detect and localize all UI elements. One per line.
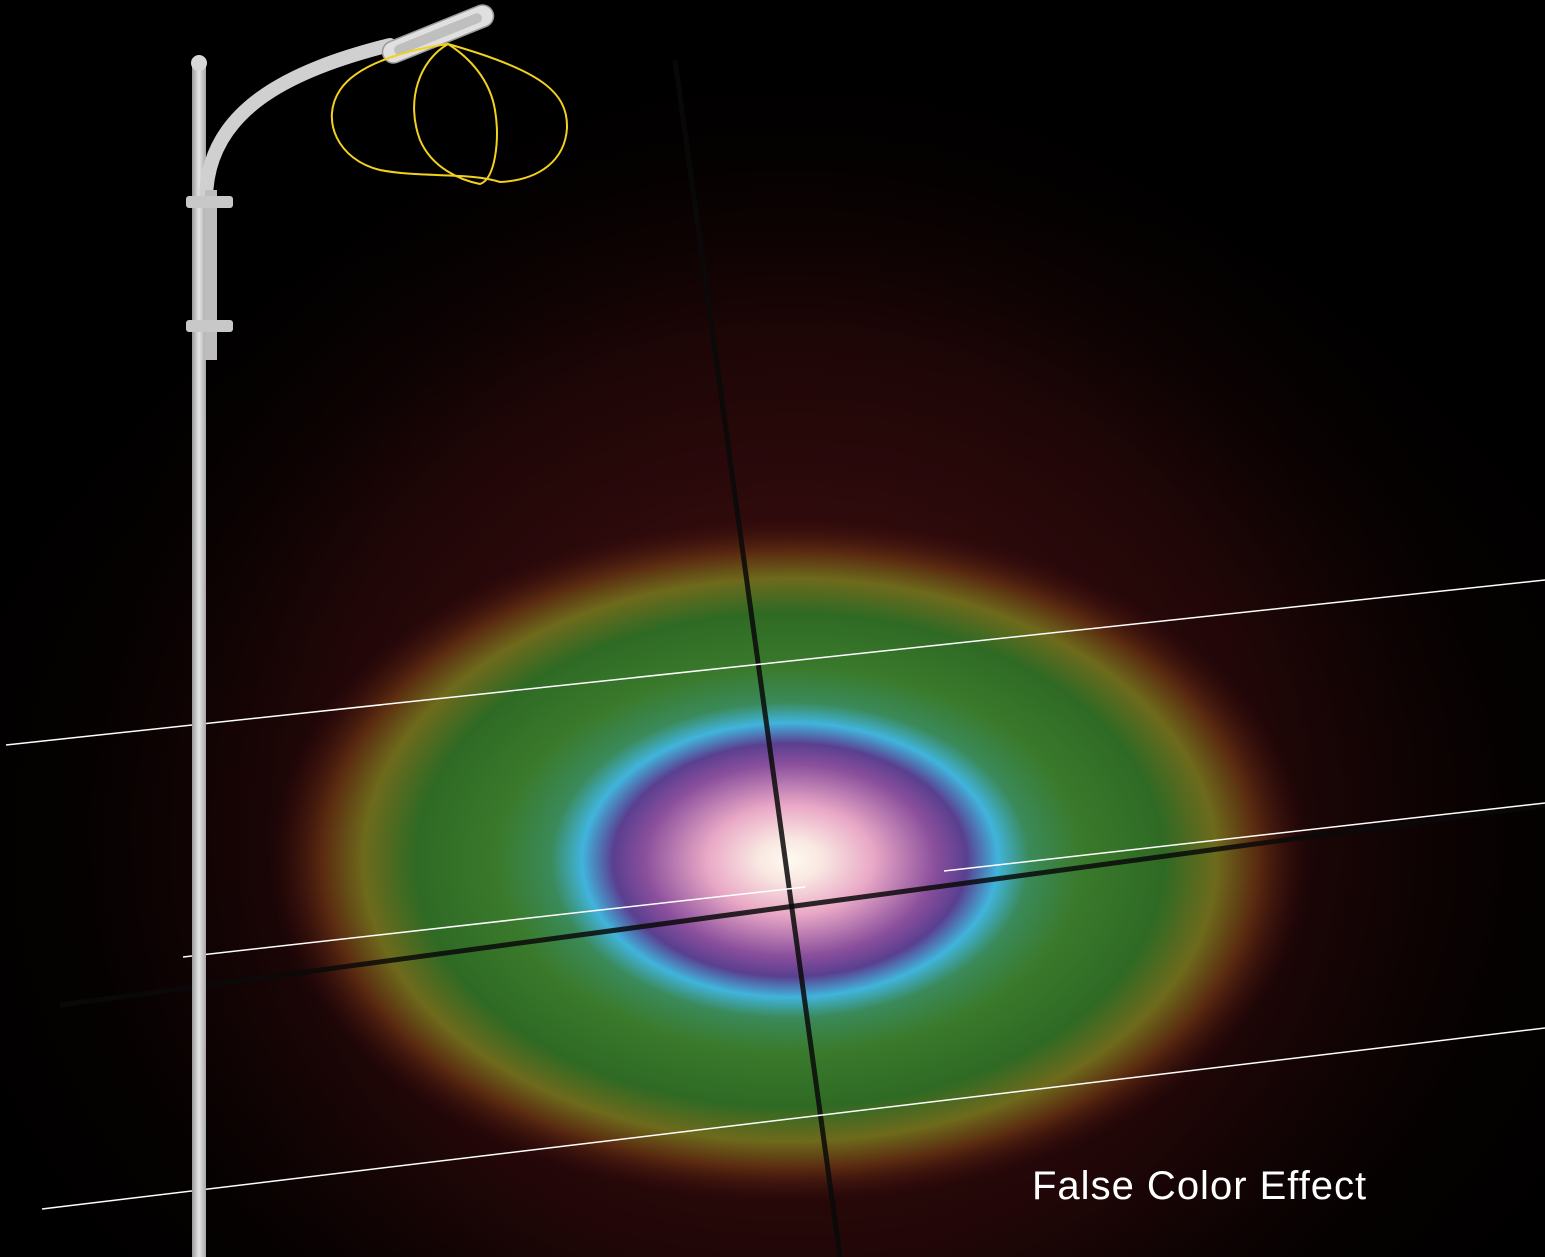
road-seam-horizontal [59,802,1545,1008]
light-distribution-curve-icon [330,42,569,186]
road-seam-vertical [672,59,843,1257]
illuminance-false-color [270,515,1310,1205]
road-line-bottom [41,1027,1545,1210]
road-line-center-left [182,886,806,958]
road-line-center-right [943,802,1545,872]
road-line-top [5,579,1545,746]
street-light-pole-icon [186,4,495,1257]
false-color-caption: False Color Effect [1032,1164,1368,1208]
